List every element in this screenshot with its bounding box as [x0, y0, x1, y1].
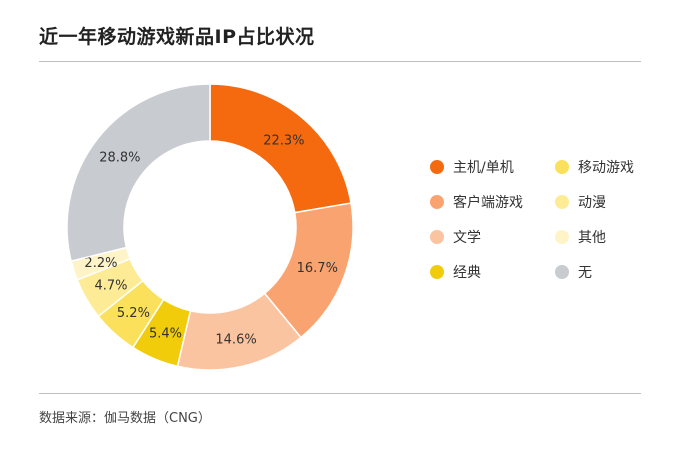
- legend-item-other: 其他: [555, 227, 606, 247]
- legend-label: 动漫: [578, 195, 606, 211]
- data-label-classic: 5.4%: [149, 326, 182, 341]
- legend-swatch: [430, 265, 444, 279]
- data-label-client-game: 16.7%: [297, 261, 338, 276]
- legend-swatch: [430, 160, 444, 174]
- legend-swatch: [430, 230, 444, 244]
- legend-label: 其他: [578, 230, 606, 246]
- legend-label: 文学: [453, 230, 481, 246]
- legend-swatch: [555, 160, 569, 174]
- data-label-anime: 4.7%: [95, 279, 128, 294]
- slice-console: [209, 83, 352, 214]
- title-divider: [39, 61, 641, 62]
- legend-item-anime: 动漫: [555, 192, 606, 212]
- data-label-literature: 14.6%: [215, 332, 256, 347]
- legend-label: 无: [578, 265, 592, 281]
- data-label-console: 22.3%: [263, 134, 304, 149]
- legend-item-literature: 文学: [430, 227, 481, 247]
- legend-item-mobile-game: 移动游戏: [555, 157, 634, 177]
- legend-swatch: [555, 265, 569, 279]
- chart-title: 近一年移动游戏新品IP占比状况: [39, 26, 315, 48]
- legend-item-none: 无: [555, 262, 592, 282]
- legend-label: 移动游戏: [578, 160, 634, 176]
- legend-swatch: [555, 195, 569, 209]
- slice-none: [66, 83, 211, 262]
- legend-label: 客户端游戏: [453, 195, 523, 211]
- data-label-other: 2.2%: [84, 256, 117, 271]
- legend-item-client-game: 客户端游戏: [430, 192, 523, 212]
- legend-label: 经典: [453, 265, 481, 281]
- data-label-mobile-game: 5.2%: [117, 306, 150, 321]
- legend-swatch: [555, 230, 569, 244]
- data-label-none: 28.8%: [99, 150, 140, 165]
- legend-swatch: [430, 195, 444, 209]
- legend-label: 主机/单机: [453, 160, 514, 176]
- source-note: 数据来源：伽马数据（CNG）: [39, 411, 211, 426]
- legend-item-classic: 经典: [430, 262, 481, 282]
- source-divider: [39, 393, 641, 394]
- legend-item-console: 主机/单机: [430, 157, 514, 177]
